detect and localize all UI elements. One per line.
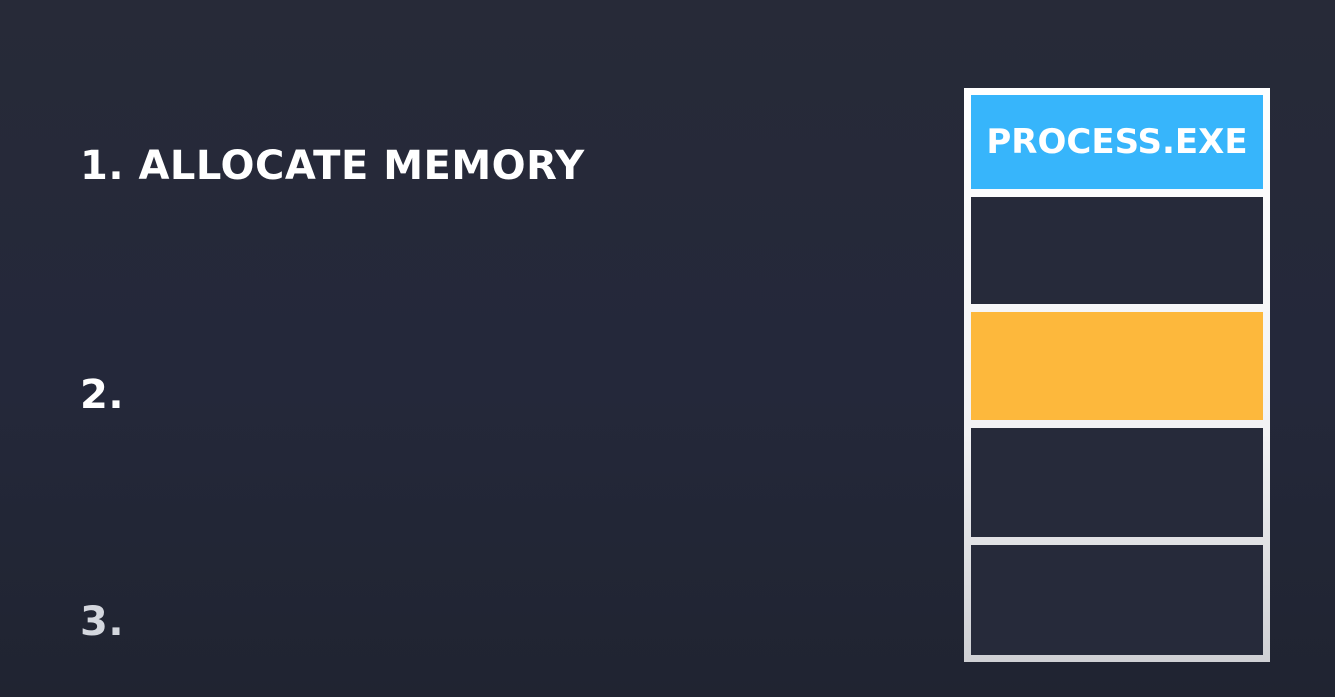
memory-block-empty	[971, 428, 1263, 537]
memory-stack: PROCESS.EXE	[964, 88, 1270, 662]
memory-block-empty	[971, 197, 1263, 304]
step-1-label: 1. ALLOCATE MEMORY	[80, 143, 585, 189]
memory-block-empty	[971, 545, 1263, 655]
memory-block-allocated	[971, 312, 1263, 420]
step-2-label: 2.	[80, 372, 125, 418]
process-exe-label: PROCESS.EXE	[986, 122, 1248, 162]
step-3-label: 3.	[80, 599, 125, 645]
memory-block-process-exe: PROCESS.EXE	[971, 95, 1263, 189]
